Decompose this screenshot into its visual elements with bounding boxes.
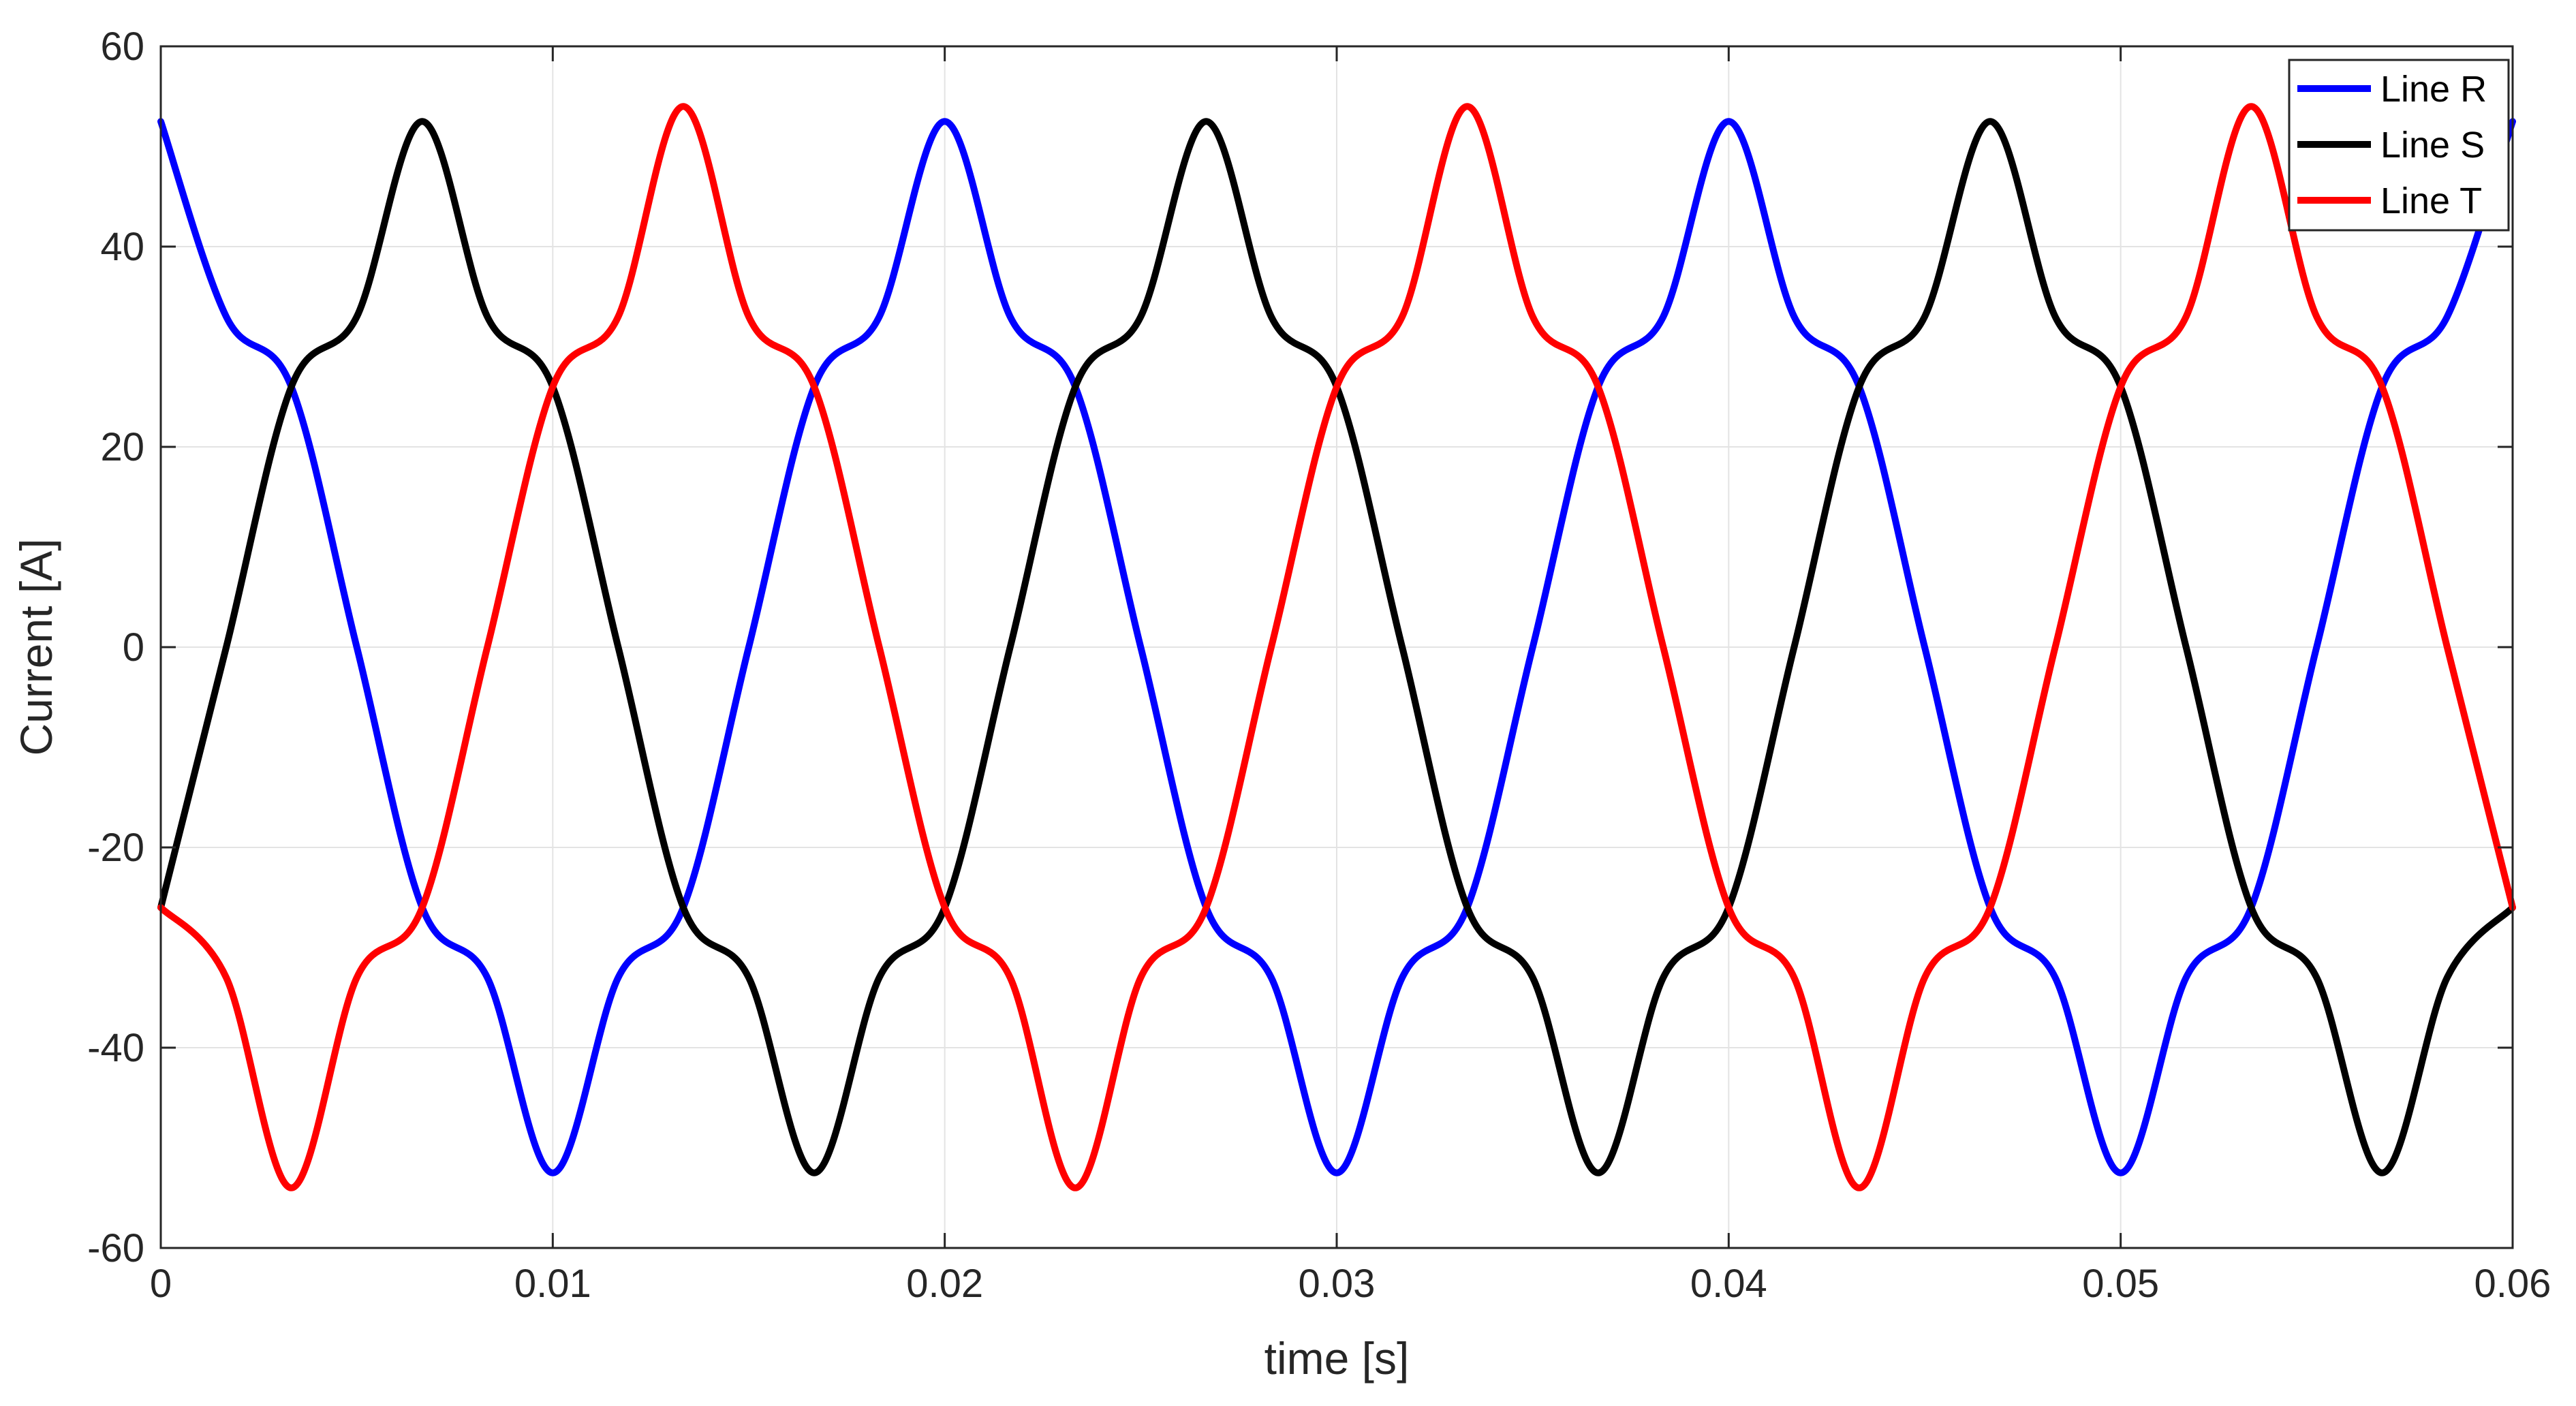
x-tick-label: 0.03 bbox=[1299, 1262, 1376, 1306]
x-tick-label: 0.05 bbox=[2082, 1262, 2159, 1306]
y-tick-label: 20 bbox=[100, 425, 144, 469]
y-tick-label: 0 bbox=[123, 625, 144, 670]
y-axis-label: Current [A] bbox=[11, 538, 61, 755]
series-line-line-r bbox=[157, 118, 2516, 1176]
legend: Line R Line S Line T bbox=[2288, 59, 2510, 232]
x-tick-label: 0.06 bbox=[2474, 1262, 2551, 1306]
x-tick-label: 0.02 bbox=[906, 1262, 983, 1306]
x-axis-label: time [s] bbox=[1264, 1333, 1410, 1384]
axis-ticks: 0 0.01 0.02 0.03 0.04 0.05 0.06 60 40 20 0 -20 -40 -6… bbox=[87, 25, 2551, 1306]
series-group bbox=[157, 103, 2516, 1191]
x-tick-label: 0 bbox=[150, 1262, 172, 1306]
y-tick-label: 40 bbox=[100, 225, 144, 269]
y-tick-label: -20 bbox=[87, 826, 144, 870]
y-tick-label: -40 bbox=[87, 1026, 144, 1070]
legend-label-line-r: Line R bbox=[2380, 69, 2487, 110]
x-tick-label: 0.01 bbox=[514, 1262, 591, 1306]
y-tick-label: 60 bbox=[100, 25, 144, 69]
legend-label-line-s: Line S bbox=[2380, 125, 2485, 166]
series-line-line-t bbox=[157, 103, 2516, 1191]
x-tick-label: 0.04 bbox=[1690, 1262, 1767, 1306]
y-tick-label: -60 bbox=[87, 1226, 144, 1270]
legend-label-line-t: Line T bbox=[2380, 181, 2482, 221]
